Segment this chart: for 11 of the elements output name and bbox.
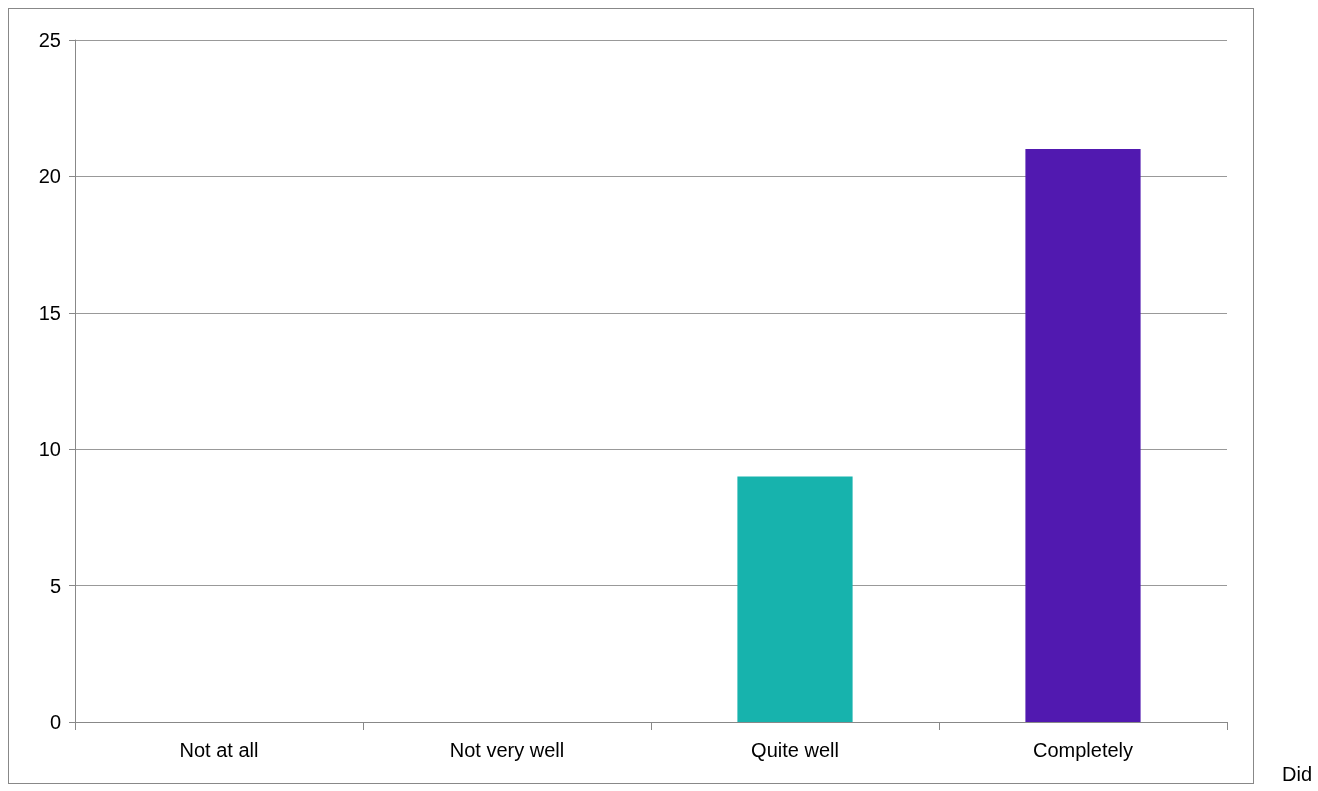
x-tick-label: Quite well bbox=[751, 739, 839, 761]
y-tick-label: 15 bbox=[38, 301, 61, 324]
x-tick-label: Completely bbox=[1032, 739, 1134, 761]
y-tick-label: 25 bbox=[38, 29, 61, 51]
x-tick-label: Not at all bbox=[179, 739, 259, 761]
y-tick-label: 0 bbox=[49, 711, 61, 733]
x-tick-label: Not very well bbox=[449, 739, 565, 761]
text: Did bbox=[1281, 763, 1313, 785]
y-tick-label: 20 bbox=[38, 165, 61, 188]
y-tick-label: 5 bbox=[49, 574, 61, 597]
y-tick-label: 10 bbox=[38, 438, 61, 461]
